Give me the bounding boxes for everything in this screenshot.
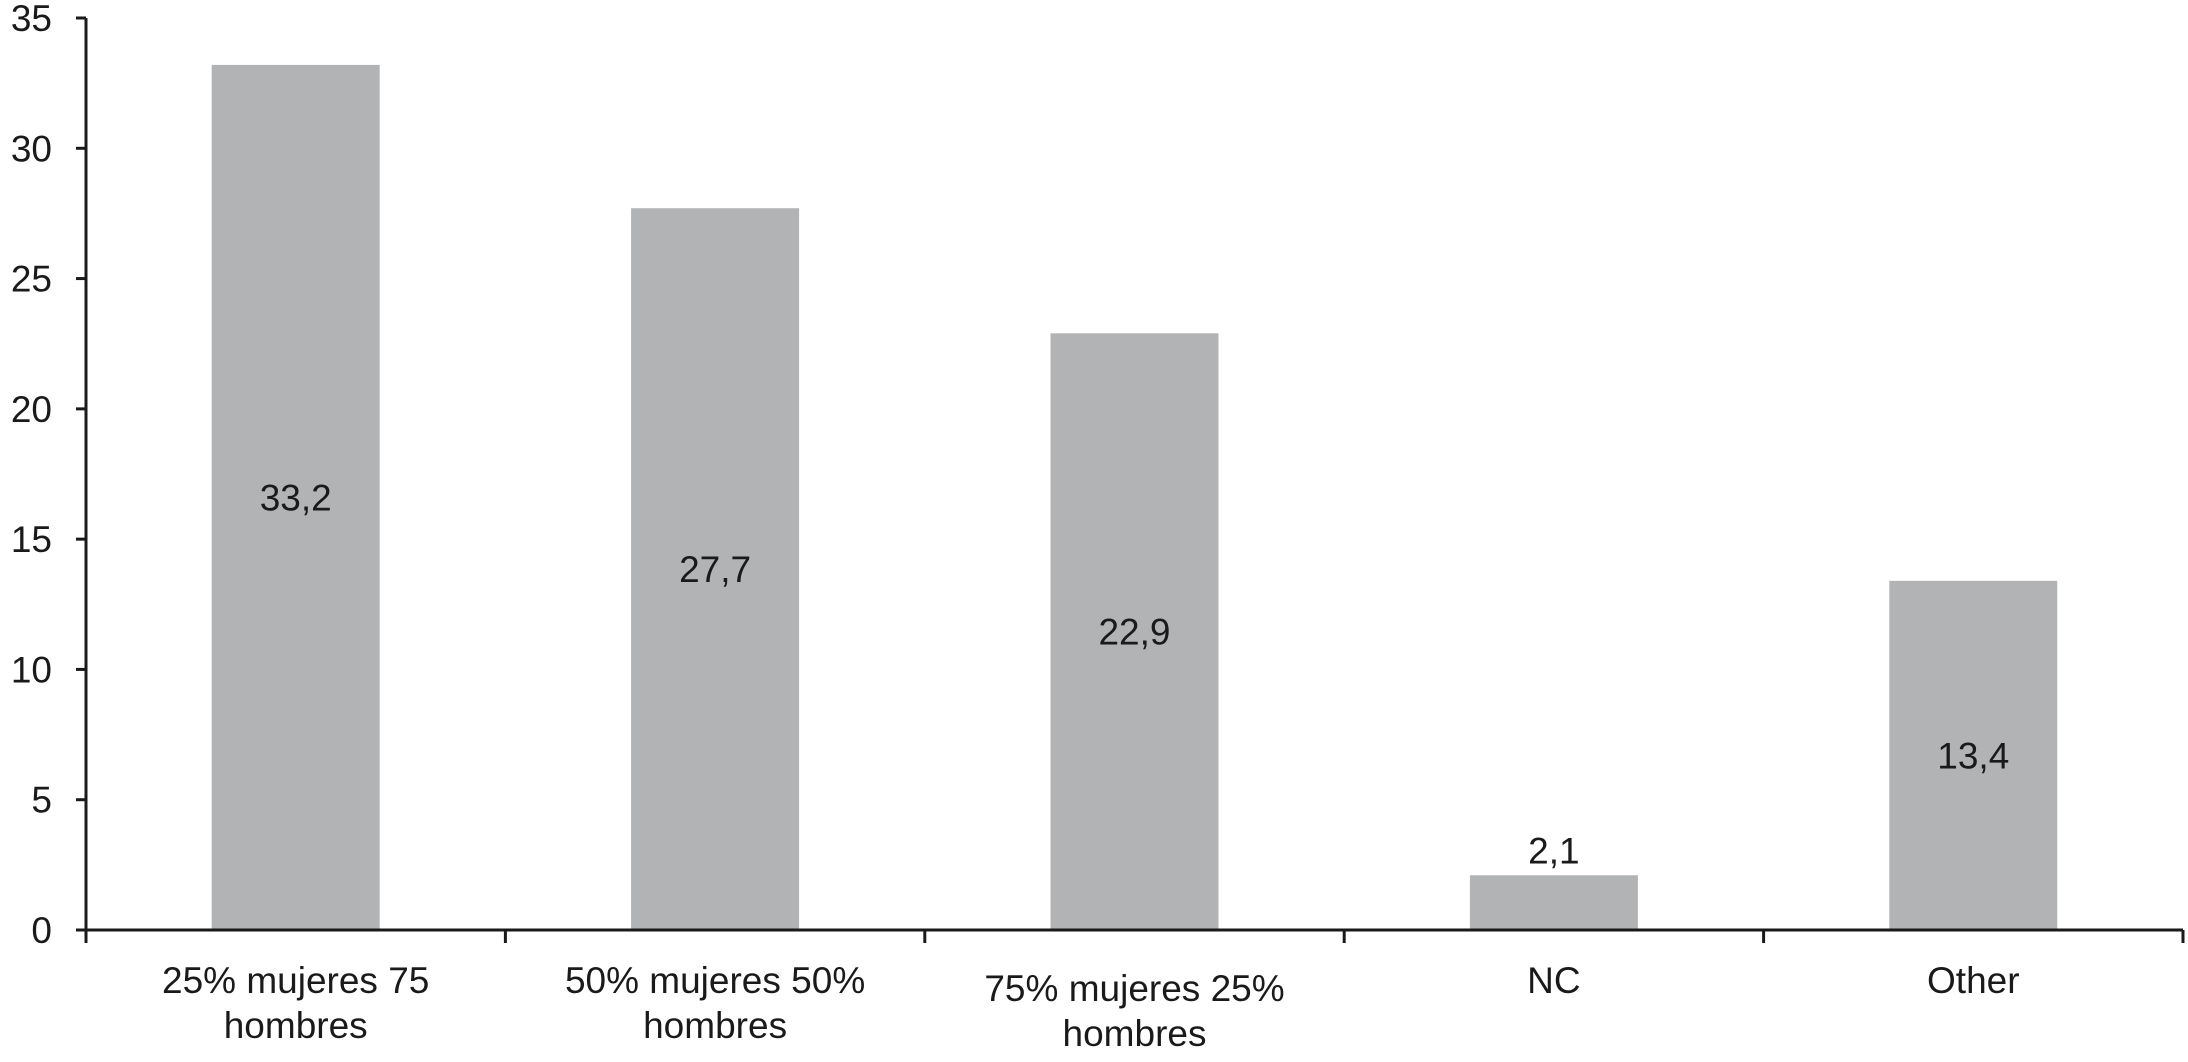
bar-2 (1050, 333, 1219, 930)
y-tick-label-5: 25 (11, 259, 52, 300)
y-tick-label-3: 15 (11, 519, 52, 560)
y-tick-label-1: 5 (31, 780, 52, 821)
bar-value-label-0: 33,2 (260, 477, 332, 518)
y-tick-label-0: 0 (31, 910, 52, 951)
bars-layer (211, 64, 2058, 931)
y-axis-ticks: 0 5 10 15 20 25 30 35 (11, 0, 86, 951)
y-tick-label-6: 30 (11, 128, 52, 169)
x-category-label-1: 50% mujeres 50% hombres (565, 960, 865, 1046)
bar-3 (1469, 875, 1638, 930)
bar-value-label-1: 27,7 (679, 549, 751, 590)
bar-value-label-3: 2,1 (1528, 830, 1579, 871)
bar-value-label-2: 22,9 (1098, 612, 1170, 653)
y-tick-label-2: 10 (11, 649, 52, 690)
bar-4 (1889, 580, 2058, 930)
x-category-label-4: Other (1927, 960, 2020, 1001)
x-category-label-0: 25% mujeres 75 hombres (162, 960, 429, 1046)
value-labels-layer: 33,2 27,7 22,9 2,1 13,4 (260, 477, 2010, 871)
bar-value-label-4: 13,4 (1937, 735, 2009, 776)
x-category-label-3: NC (1527, 960, 1580, 1001)
axes-layer (84, 18, 2185, 943)
y-tick-label-7: 35 (11, 0, 52, 39)
bar-0 (211, 64, 380, 931)
bar-1 (631, 208, 800, 930)
x-axis-labels: 25% mujeres 75 hombres 50% mujeres 50% homb… (162, 960, 2020, 1054)
y-tick-label-4: 20 (11, 389, 52, 430)
x-category-label-2: 75% mujeres 25% hombres (984, 968, 1284, 1054)
